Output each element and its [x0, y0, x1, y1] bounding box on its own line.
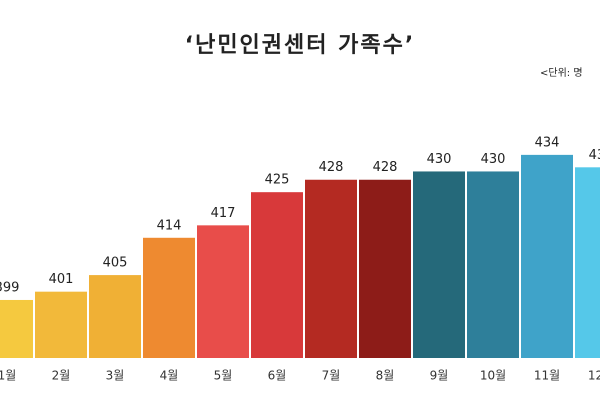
x-tick-label: 6월: [268, 369, 287, 383]
value-label: 425: [265, 173, 290, 188]
bar: [35, 291, 87, 358]
bar: [251, 192, 303, 358]
bar: [413, 171, 465, 358]
x-tick-label: 11월: [534, 369, 560, 383]
value-label: 428: [373, 160, 398, 175]
x-tick-label: 8월: [376, 369, 395, 383]
x-tick-label: 3월: [106, 369, 125, 383]
value-label: 399: [0, 280, 19, 295]
bar: [575, 167, 600, 358]
bar: [89, 275, 141, 358]
x-tick-label: 5월: [214, 369, 233, 383]
bar: [521, 154, 573, 358]
x-tick-label: 2월: [52, 369, 71, 383]
value-label: 428: [319, 160, 344, 175]
bar: [467, 171, 519, 358]
x-tick-label: 1월: [0, 369, 16, 383]
bar: [305, 179, 357, 358]
value-label: 401: [49, 272, 74, 287]
bar: [359, 179, 411, 358]
value-label: 431: [589, 148, 600, 163]
x-tick-label: 4월: [160, 369, 179, 383]
unit-label: <단위: 명: [540, 66, 583, 79]
value-label: 414: [157, 218, 182, 233]
x-tick-label: 7월: [322, 369, 341, 383]
value-label: 430: [427, 152, 452, 167]
x-tick-label: 12월: [588, 369, 600, 383]
chart-title: ‘난민인권센터 가족수’: [185, 33, 416, 58]
x-tick-label: 10월: [480, 369, 506, 383]
value-label: 430: [481, 152, 506, 167]
value-label: 434: [535, 135, 560, 150]
bar: [0, 299, 33, 358]
x-tick-label: 9월: [430, 369, 449, 383]
value-label: 417: [211, 206, 236, 221]
bar: [143, 237, 195, 358]
value-label: 405: [103, 256, 128, 271]
bar: [197, 225, 249, 358]
